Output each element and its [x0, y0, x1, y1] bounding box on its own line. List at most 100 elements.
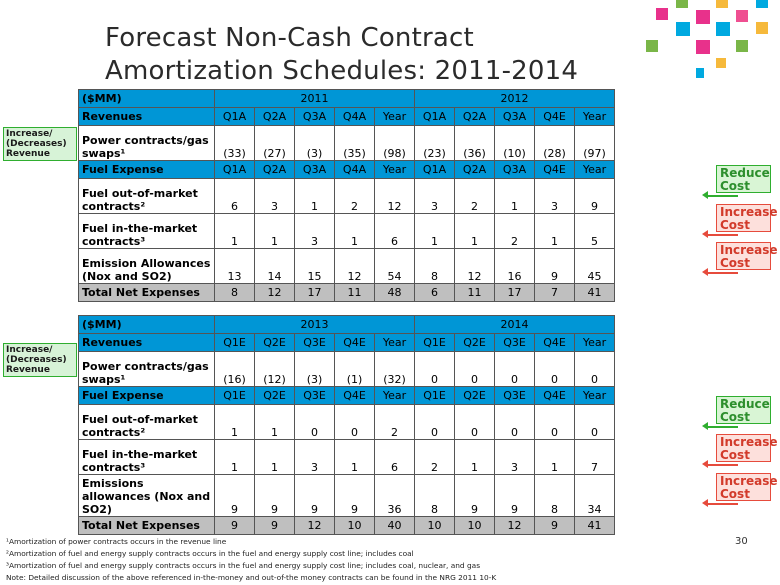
footnotes: ¹Amortization of power contracts occurs …: [6, 536, 496, 584]
value-cell: 1: [494, 178, 535, 214]
column-header-cell: Year: [374, 160, 415, 179]
footnote: ³Amortization of fuel and energy supply …: [6, 561, 481, 570]
value-cell: 17: [494, 283, 535, 302]
column-header-cell: Q4A: [334, 107, 375, 126]
value-cell: 45: [574, 248, 615, 284]
value-cell: 0: [574, 404, 615, 440]
value-cell: 16: [494, 248, 535, 284]
value-cell: (35): [334, 125, 375, 161]
column-header-cell: Q1A: [214, 107, 255, 126]
column-header-cell: Q1E: [214, 333, 255, 352]
row-label: Fuel in-the-market contracts³: [78, 213, 215, 249]
value-cell: 12: [494, 516, 535, 535]
footnote: Note: Detailed discussion of the above r…: [6, 573, 497, 582]
value-cell: 1: [214, 213, 255, 249]
column-header-cell: Q3E: [494, 386, 535, 405]
reduce-cost-tag: Reduce Cost: [716, 396, 771, 424]
fuel-row: Fuel out-of-market contracts² 1 1 0 0 2 0 0 0 0 0: [78, 404, 615, 440]
value-cell: 9: [454, 474, 495, 517]
column-header-cell: Q3A: [294, 107, 335, 126]
value-cell: 1: [534, 213, 575, 249]
column-header-cell: Year: [574, 333, 615, 352]
column-header-cell: Year: [574, 386, 615, 405]
column-header-cell: Q3E: [294, 386, 335, 405]
value-cell: 2: [494, 213, 535, 249]
column-header-cell: Q2E: [454, 386, 495, 405]
value-cell: 10: [454, 516, 495, 535]
row-label: Fuel out-of-market contracts²: [78, 404, 215, 440]
value-cell: 2: [374, 404, 415, 440]
value-cell: 15: [294, 248, 335, 284]
value-cell: 17: [294, 283, 335, 302]
unit-label: ($MM): [78, 89, 215, 108]
value-cell: 13: [214, 248, 255, 284]
value-cell: 54: [374, 248, 415, 284]
value-cell: 6: [374, 439, 415, 475]
arrow-line: [708, 426, 738, 428]
value-cell: 3: [534, 178, 575, 214]
value-cell: 1: [534, 439, 575, 475]
value-cell: 9: [334, 474, 375, 517]
column-header-cell: Q1E: [414, 333, 455, 352]
footnote: ¹Amortization of power contracts occurs …: [6, 537, 227, 546]
row-label: Power contracts/gas swaps¹: [78, 125, 215, 161]
column-header-cell: Q3A: [294, 160, 335, 179]
value-cell: 41: [574, 516, 615, 535]
value-cell: 1: [214, 439, 255, 475]
value-cell: (32): [374, 351, 415, 387]
value-cell: 41: [574, 283, 615, 302]
revenue-row: Power contracts/gas swaps¹ (33) (27) (3) (35…: [78, 125, 615, 161]
value-cell: 1: [254, 404, 295, 440]
unit-label: ($MM): [78, 315, 215, 334]
revenue-header-row: Revenues Q1A Q2A Q3A Q4A Year Q1A Q2A Q3A Q4E Year: [78, 107, 615, 126]
column-header-cell: Q1A: [414, 107, 455, 126]
value-cell: 9: [534, 516, 575, 535]
column-header-cell: Q3E: [294, 333, 335, 352]
column-header-cell: Q2A: [254, 160, 295, 179]
value-cell: (10): [494, 125, 535, 161]
title-line-1: Forecast Non-Cash Contract: [105, 23, 474, 53]
increase-cost-tag: Increase Cost: [716, 473, 778, 501]
column-header-cell: Q3A: [494, 160, 535, 179]
year-header-row: ($MM) 2013 2014: [78, 315, 615, 334]
total-row: Total Net Expenses 9 9 12 10 40 10 10 12 9 41: [78, 516, 615, 535]
value-cell: 1: [334, 213, 375, 249]
company-logo: [0, 0, 780, 90]
arrow-line: [708, 272, 738, 274]
value-cell: 1: [414, 213, 455, 249]
value-cell: 5: [574, 213, 615, 249]
column-header-cell: Q1A: [214, 160, 255, 179]
arrow-left-icon: [702, 422, 708, 430]
value-cell: 10: [414, 516, 455, 535]
value-cell: (12): [254, 351, 295, 387]
value-cell: 3: [254, 178, 295, 214]
value-cell: 7: [574, 439, 615, 475]
value-cell: 0: [294, 404, 335, 440]
fuel-row: Fuel in-the-market contracts³ 1 1 3 1 6 2 1 3 1 7: [78, 439, 615, 475]
column-header-cell: Q4E: [334, 333, 375, 352]
value-cell: 48: [374, 283, 415, 302]
year-header-row: ($MM) 2011 2012: [78, 89, 615, 108]
value-cell: 8: [414, 474, 455, 517]
title-line-2: Amortization Schedules: 2011-2014: [105, 56, 579, 86]
value-cell: 1: [334, 439, 375, 475]
value-cell: 9: [574, 178, 615, 214]
value-cell: (3): [294, 125, 335, 161]
fuel-row: Emissions allowances (Nox and SO2) 9 9 9 9 36…: [78, 474, 615, 517]
value-cell: 9: [214, 474, 255, 517]
value-cell: 9: [294, 474, 335, 517]
value-cell: (3): [294, 351, 335, 387]
column-header-cell: Q1E: [414, 386, 455, 405]
value-cell: 2: [414, 439, 455, 475]
value-cell: (16): [214, 351, 255, 387]
value-cell: 7: [534, 283, 575, 302]
column-header-cell: Year: [574, 107, 615, 126]
arrow-line: [708, 234, 738, 236]
value-cell: 0: [414, 404, 455, 440]
arrow-line: [708, 195, 738, 197]
value-cell: 1: [454, 439, 495, 475]
value-cell: 12: [294, 516, 335, 535]
column-header-cell: Q4E: [534, 386, 575, 405]
column-header-cell: Q2E: [254, 386, 295, 405]
value-cell: 11: [334, 283, 375, 302]
